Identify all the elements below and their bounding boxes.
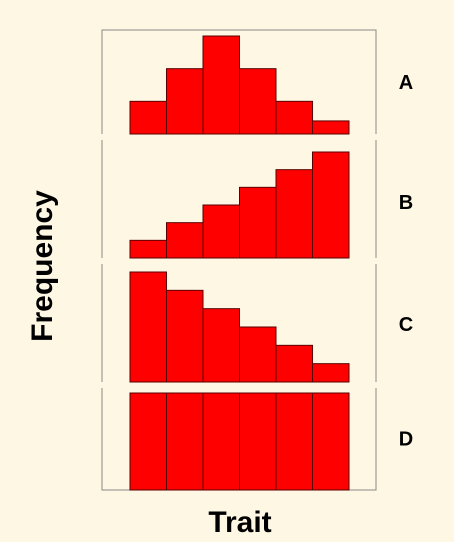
panel-a: A: [100, 35, 413, 140]
panel-separator: [100, 134, 378, 140]
bar-b-4: [239, 186, 277, 259]
panel-c: C: [100, 271, 413, 388]
panel-label-a: A: [399, 72, 413, 94]
panel-d: D: [129, 392, 413, 491]
bar-a-2: [166, 68, 204, 135]
bar-b-2: [166, 222, 204, 259]
bar-a-1: [129, 100, 167, 135]
bar-a-5: [275, 100, 313, 135]
panel-label-c: C: [399, 314, 413, 336]
bar-c-3: [202, 308, 240, 383]
x-axis-label: Trait: [208, 506, 271, 539]
bar-c-2: [166, 289, 204, 383]
bar-d-6: [312, 392, 350, 491]
panel-label-d: D: [399, 429, 413, 451]
panel-separator: [100, 382, 378, 388]
bar-c-4: [239, 326, 277, 383]
bar-c-5: [275, 344, 313, 383]
panel-b: B: [100, 151, 413, 264]
bar-d-4: [239, 392, 277, 491]
panel-separator: [100, 258, 378, 264]
bar-b-3: [202, 204, 240, 259]
panels-group: A B C D: [100, 35, 413, 491]
bar-d-2: [166, 392, 204, 491]
bar-b-1: [129, 239, 167, 259]
y-axis-label: Frequency: [26, 190, 59, 342]
bar-d-1: [129, 392, 167, 491]
bar-b-6: [312, 151, 350, 259]
bar-a-6: [312, 120, 350, 135]
bar-d-3: [202, 392, 240, 491]
bar-c-6: [312, 363, 350, 383]
panel-label-b: B: [399, 192, 413, 214]
bar-c-1: [129, 271, 167, 383]
bar-a-4: [239, 68, 277, 135]
bar-b-5: [275, 169, 313, 259]
bar-a-3: [202, 35, 240, 135]
bar-d-5: [275, 392, 313, 491]
